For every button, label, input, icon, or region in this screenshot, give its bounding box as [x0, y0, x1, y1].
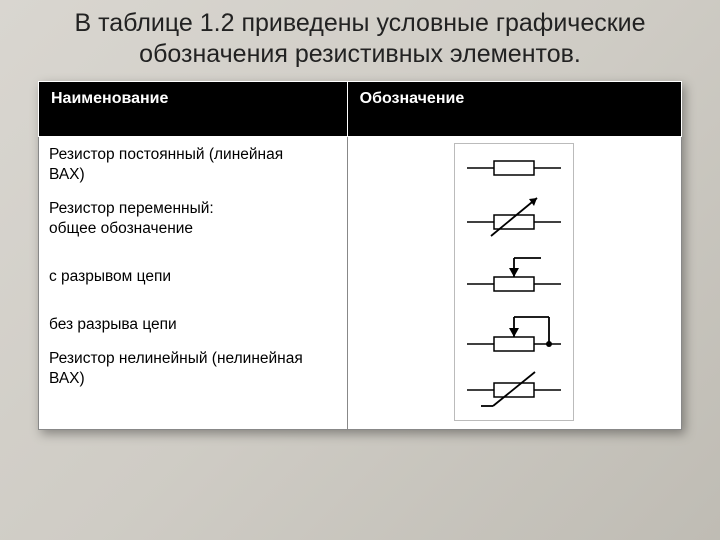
- row-var-hdr: Резистор переменный:: [49, 199, 337, 219]
- symbol-resistor-variable-break-icon: [459, 244, 569, 302]
- symbols-table-container: Наименование Обозначение Резистор постоя…: [38, 81, 682, 430]
- names-cell: Резистор постоянный (линейная ВАХ) Резис…: [39, 136, 348, 429]
- symbol-resistor-variable-general-icon: [459, 188, 569, 244]
- table-header-row: Наименование Обозначение: [39, 81, 682, 136]
- row-nonlin-1: Резистор нелинейный (нелинейная: [49, 349, 337, 369]
- symbol-resistor-nonlinear-icon: [459, 362, 569, 414]
- header-name: Наименование: [39, 81, 348, 136]
- symbol-resistor-variable-nobreak-icon: [459, 302, 569, 362]
- row-var-general: общее обозначение: [49, 219, 337, 239]
- symbol-resistor-fixed-icon: [459, 148, 569, 188]
- header-symbol: Обозначение: [347, 81, 681, 136]
- title-line-1: В таблице 1.2 приведены условные графиче…: [74, 9, 645, 37]
- symbols-table: Наименование Обозначение Резистор постоя…: [38, 81, 682, 430]
- row-fixed-1: Резистор постоянный (линейная: [49, 145, 337, 165]
- row-fixed-2: ВАХ): [49, 165, 337, 185]
- row-var-nobreak: без разрыва цепи: [49, 315, 337, 335]
- title-line-2: обозначения резистивных элементов.: [139, 40, 581, 68]
- symbols-cell: [347, 136, 681, 429]
- table-row: Резистор постоянный (линейная ВАХ) Резис…: [39, 136, 682, 429]
- symbol-box: [454, 143, 574, 421]
- row-nonlin-2: ВАХ): [49, 369, 337, 389]
- row-var-break: с разрывом цепи: [49, 267, 337, 287]
- page-title: В таблице 1.2 приведены условные графиче…: [0, 0, 720, 77]
